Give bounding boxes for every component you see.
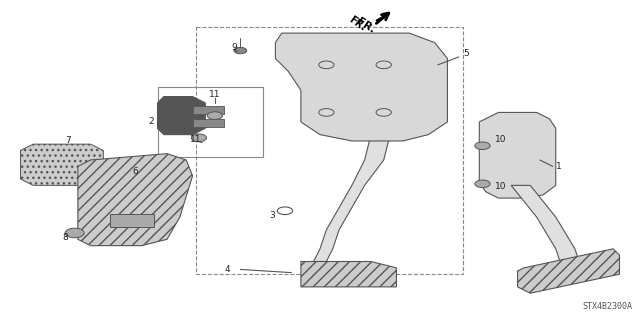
Bar — [193, 119, 225, 127]
Circle shape — [207, 112, 223, 119]
Polygon shape — [511, 185, 581, 271]
Text: 4: 4 — [225, 265, 230, 274]
Polygon shape — [275, 33, 447, 141]
Text: 11: 11 — [209, 91, 221, 100]
Text: 11: 11 — [190, 135, 202, 144]
Text: 10: 10 — [495, 182, 507, 191]
Text: 5: 5 — [464, 49, 469, 58]
Polygon shape — [78, 154, 193, 246]
Polygon shape — [157, 97, 205, 135]
Text: 1: 1 — [556, 162, 562, 171]
Circle shape — [475, 142, 490, 149]
Bar — [109, 214, 154, 227]
Text: 2: 2 — [148, 117, 154, 126]
Text: 3: 3 — [269, 211, 275, 220]
Bar — [157, 87, 262, 157]
Bar — [196, 27, 463, 274]
Circle shape — [475, 180, 490, 188]
Polygon shape — [20, 144, 103, 185]
Text: FR.: FR. — [348, 14, 368, 33]
Bar — [193, 106, 225, 114]
Text: STX4B2300A: STX4B2300A — [582, 302, 632, 311]
Polygon shape — [301, 39, 390, 261]
Circle shape — [234, 47, 246, 54]
Circle shape — [191, 134, 207, 142]
Polygon shape — [518, 249, 620, 293]
Polygon shape — [479, 112, 556, 198]
Circle shape — [65, 228, 84, 238]
Polygon shape — [301, 261, 396, 287]
Text: 6: 6 — [132, 167, 138, 176]
Text: 8: 8 — [62, 233, 68, 242]
Text: 7: 7 — [65, 136, 71, 146]
Text: 9: 9 — [231, 43, 237, 52]
Text: 10: 10 — [495, 135, 507, 144]
Text: FR.: FR. — [355, 17, 377, 36]
